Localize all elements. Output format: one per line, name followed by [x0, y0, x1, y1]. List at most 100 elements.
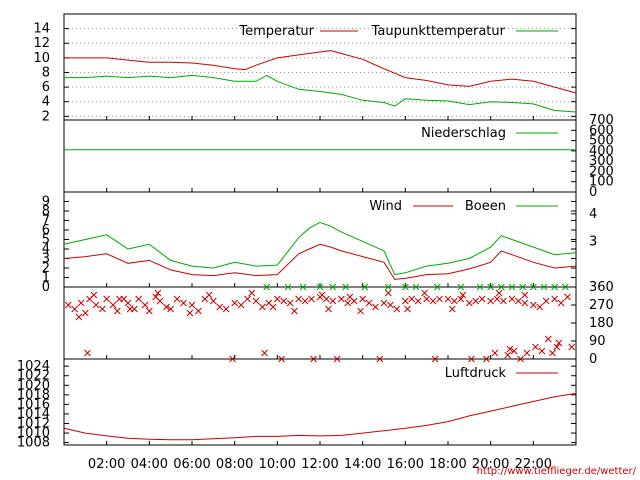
wind_direction-point-stroke: [476, 283, 484, 291]
wind_direction-point-stroke: [350, 297, 358, 305]
wind_direction-point-stroke: [408, 295, 416, 303]
wind_direction-point-stroke: [295, 295, 303, 303]
wind_direction-point: [487, 283, 495, 291]
wind_direction-point-stroke: [568, 343, 576, 351]
wind_direction-point-stroke: [542, 297, 550, 305]
wind_direction-point-stroke: [519, 283, 527, 291]
wind_direction-point: [529, 301, 537, 309]
legend-dewpoint-label: Taupunkttemperatur: [371, 24, 506, 39]
wind_direction-point-stroke: [401, 297, 409, 305]
wind_direction-point-stroke: [113, 307, 121, 315]
pressure-luftdruck-line: [63, 392, 577, 441]
wind_direction-point-stroke: [237, 301, 245, 309]
wind_direction-point: [209, 297, 217, 305]
wind_direction-point-stroke: [536, 303, 544, 311]
precipitation-right-tick-label: 200: [589, 164, 614, 179]
wind_direction-right-tick-label: 90: [589, 334, 606, 349]
wind-y-tick-label: 7: [42, 214, 50, 229]
wind_direction-point-stroke: [152, 293, 160, 301]
wind_direction-point: [517, 355, 524, 363]
wind_direction-point-stroke: [186, 309, 194, 317]
wind_direction-point: [99, 305, 106, 313]
wind_direction-point-stroke: [529, 283, 537, 291]
wind_direction-point-stroke: [497, 283, 505, 291]
wind_direction-point: [291, 307, 298, 315]
wind_direction-point-stroke: [301, 297, 309, 305]
temperature-y-tick-label: 8: [42, 65, 50, 80]
wind_direction-point: [433, 283, 441, 291]
wind_direction-point-stroke: [564, 293, 571, 301]
wind_direction-point-stroke: [77, 299, 85, 307]
wind_direction-point-stroke: [478, 295, 486, 303]
wind_direction-point-stroke: [216, 303, 224, 311]
wind_direction-point: [299, 283, 307, 291]
wind_direction-point: [329, 297, 337, 305]
wind_direction-point-stroke: [465, 299, 473, 307]
wind_direction-point: [75, 313, 83, 321]
wind_direction-right-tick-label: 0: [589, 352, 597, 367]
wind_direction-point-stroke: [414, 297, 422, 305]
pressure-y-tick-label: 1010: [17, 426, 50, 441]
wind_direction-point-stroke: [380, 299, 388, 307]
wind_direction-point-stroke: [491, 349, 499, 357]
wind_direction-right-tick-label: 360: [589, 280, 614, 295]
wind_direction-point-stroke: [286, 299, 294, 307]
wind_direction-point-stroke: [81, 309, 89, 317]
wind_direction-point: [222, 305, 230, 313]
legend-wind-label: Wind: [369, 199, 402, 214]
wind_direction-point: [387, 301, 394, 309]
source-url[interactable]: http://www.tiefflieger.de/wetter/: [477, 466, 637, 477]
wind_direction-point-stroke: [342, 283, 349, 291]
precipitation-right-tick-label: 300: [589, 154, 614, 169]
wind_direction-point: [295, 295, 303, 303]
wind_direction-point-stroke: [510, 347, 518, 355]
wind_direction-point: [173, 295, 181, 303]
wind_direction-point-stroke: [561, 283, 569, 291]
wind_direction-point: [216, 303, 224, 311]
wind_direction-point-stroke: [557, 299, 565, 307]
wind_direction-point: [431, 355, 439, 363]
wind_direction-point-stroke: [553, 343, 561, 351]
precipitation-right-tick-label: 500: [589, 134, 614, 149]
temperature-y-tick-label: 4: [42, 95, 50, 110]
wind_direction-point: [448, 305, 456, 313]
pressure-y-tick-label: 1016: [17, 397, 50, 412]
wind_direction-point-stroke: [500, 297, 507, 305]
wind_direction-point-stroke: [387, 301, 394, 309]
wind_direction-point: [476, 283, 484, 291]
wind_direction-point: [145, 307, 153, 315]
wind_direction-point-stroke: [451, 297, 458, 305]
wind_direction-point-stroke: [468, 355, 475, 363]
wind_direction-point-stroke: [124, 299, 132, 307]
wind_direction-point: [113, 307, 121, 315]
wind_direction-point-stroke: [421, 289, 428, 297]
wind_direction-point-stroke: [372, 303, 379, 311]
wind_direction-point: [529, 283, 537, 291]
wind_direction-point: [205, 291, 213, 299]
wind_direction-point-stroke: [141, 301, 149, 309]
wind-y-tick-label: 9: [42, 195, 50, 210]
wind_direction-point: [318, 291, 326, 299]
wind_direction-point-stroke: [457, 295, 465, 303]
wind_direction-point: [504, 351, 512, 359]
wind_direction-point-stroke: [261, 349, 268, 357]
wind_direction-point: [523, 349, 531, 357]
wind_direction-point-stroke: [71, 305, 79, 313]
wind_direction-point-stroke: [244, 295, 251, 303]
wind_direction-point: [195, 307, 202, 315]
wind_direction-point-stroke: [329, 283, 337, 291]
wind_direction-point: [393, 305, 401, 313]
wind_direction-point-stroke: [357, 307, 364, 315]
wind_direction-point: [301, 297, 309, 305]
wind_direction-point: [333, 355, 341, 363]
wind_direction-point-stroke: [506, 345, 514, 353]
wind_direction-point: [259, 303, 266, 311]
x-tick-label: 14:00: [344, 457, 381, 472]
wind_direction-point: [549, 349, 556, 357]
wind_direction-point: [519, 283, 527, 291]
series-layer: [63, 50, 577, 441]
wind_direction-point: [429, 297, 437, 305]
wind_direction-point: [141, 301, 149, 309]
wind-y-tick-label: 5: [42, 233, 50, 248]
